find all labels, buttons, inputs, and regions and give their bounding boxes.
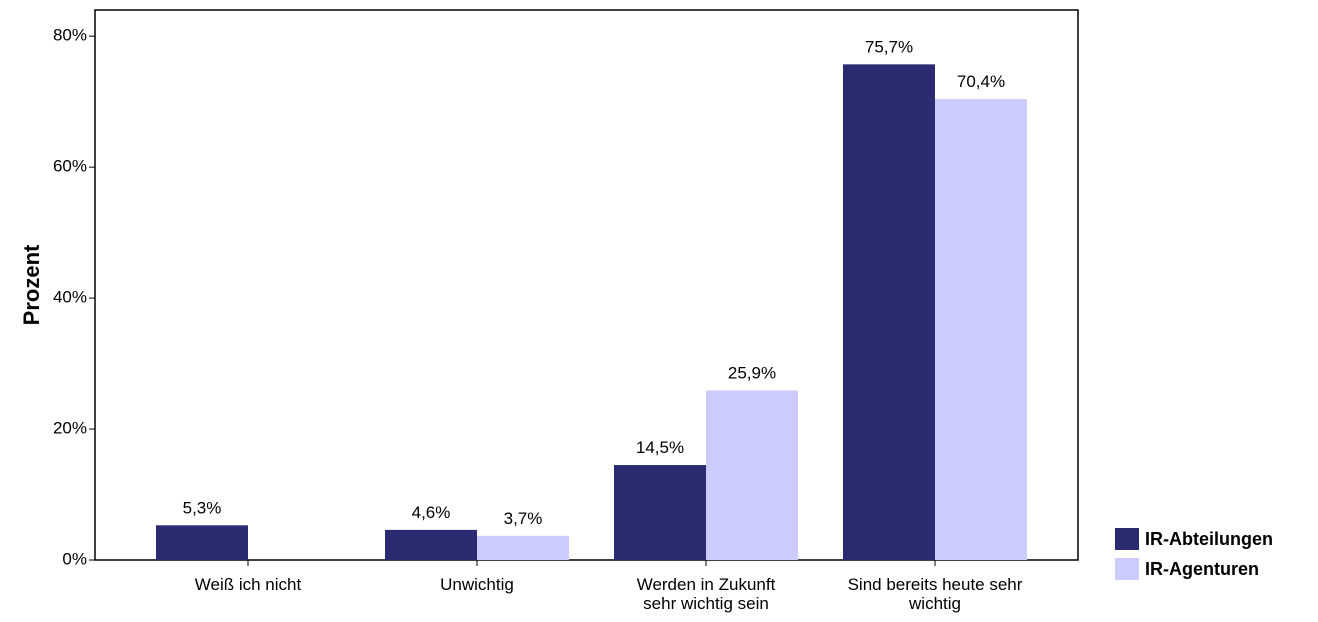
plot-frame — [94, 9, 1079, 561]
legend-swatch — [1115, 558, 1139, 580]
bar — [156, 525, 248, 560]
value-label: 75,7% — [865, 37, 913, 56]
bar — [614, 465, 706, 560]
x-tick-label: Werden in Zukunft sehr wichtig sein — [637, 575, 776, 613]
bar — [706, 390, 798, 560]
y-axis-label: Prozent — [19, 244, 44, 325]
bar — [935, 99, 1027, 561]
y-tick-label: 40% — [53, 288, 87, 307]
y-tick-label: 80% — [53, 26, 87, 45]
y-tick-label: 0% — [62, 549, 87, 568]
value-label: 5,3% — [183, 498, 222, 517]
value-label: 3,7% — [504, 509, 543, 528]
value-label: 70,4% — [957, 72, 1005, 91]
y-tick-label: 20% — [53, 419, 87, 438]
y-tick-label: 60% — [53, 157, 87, 176]
bar — [477, 535, 569, 560]
x-tick-label: Sind bereits heute sehr wichtig — [848, 575, 1023, 613]
x-tick-label: Unwichtig — [440, 575, 514, 594]
legend-label: IR-Abteilungen — [1145, 529, 1273, 549]
legend-label: IR-Agenturen — [1145, 559, 1259, 579]
value-label: 4,6% — [412, 503, 451, 522]
bar — [385, 529, 477, 560]
legend-swatch — [1115, 528, 1139, 550]
value-label: 25,9% — [728, 363, 776, 382]
bar — [843, 64, 935, 560]
value-label: 14,5% — [636, 438, 684, 457]
x-tick-label: Weiß ich nicht — [195, 575, 302, 594]
